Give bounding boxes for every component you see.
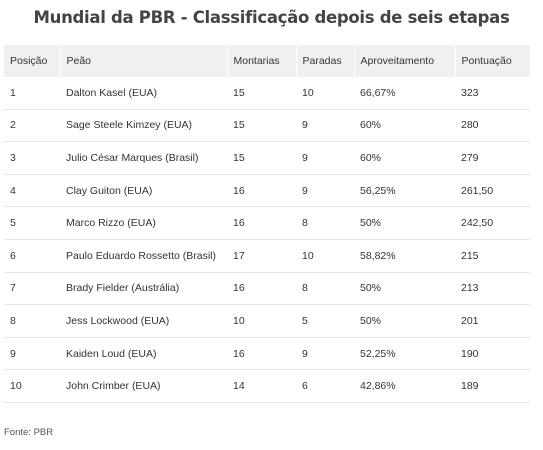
cell-rides: 16 — [227, 206, 296, 240]
cell-success-rate: 60% — [354, 109, 455, 143]
table-row: 3 Julio César Marques (Brasil) 15 9 60% … — [4, 141, 530, 175]
cell-position: 2 — [4, 109, 60, 143]
page-title: Mundial da PBR - Classificação depois de… — [33, 8, 510, 27]
cell-position: 10 — [4, 369, 60, 403]
cell-stops: 10 — [296, 239, 354, 273]
cell-rides: 15 — [227, 109, 296, 143]
cell-points: 280 — [455, 109, 530, 143]
cell-rides: 15 — [227, 77, 296, 110]
cell-rider: John Crimber (EUA) — [60, 369, 227, 403]
table-row: 8 Jess Lockwood (EUA) 10 5 50% 201 — [4, 304, 530, 338]
cell-stops: 10 — [296, 77, 354, 110]
cell-stops: 8 — [296, 272, 354, 306]
cell-success-rate: 50% — [354, 206, 455, 240]
cell-points: 201 — [455, 304, 530, 338]
column-header-rider: Peão — [60, 45, 228, 77]
cell-success-rate: 52,25% — [354, 337, 455, 371]
cell-position: 6 — [4, 239, 60, 273]
cell-rider: Jess Lockwood (EUA) — [60, 304, 227, 338]
cell-points: 261,50 — [455, 174, 530, 208]
table-row: 9 Kaiden Loud (EUA) 16 9 52,25% 190 — [4, 337, 530, 371]
cell-success-rate: 56,25% — [354, 174, 455, 208]
table-row: 10 John Crimber (EUA) 14 6 42,86% 189 — [4, 369, 530, 403]
cell-rider: Kaiden Loud (EUA) — [60, 337, 227, 371]
cell-points: 323 — [455, 77, 530, 110]
cell-points: 279 — [455, 141, 530, 175]
table-row: 4 Clay Guiton (EUA) 16 9 56,25% 261,50 — [4, 174, 530, 208]
cell-position: 9 — [4, 337, 60, 371]
cell-rides: 16 — [227, 272, 296, 306]
table-header-row: Posição Peão Montarias Paradas Aproveita… — [4, 45, 531, 77]
cell-rider: Julio César Marques (Brasil) — [60, 141, 227, 175]
cell-success-rate: 66,67% — [354, 77, 455, 110]
cell-stops: 5 — [296, 304, 354, 338]
cell-rides: 17 — [227, 239, 296, 273]
table-row: 1 Dalton Kasel (EUA) 15 10 66,67% 323 — [4, 77, 530, 110]
cell-stops: 6 — [296, 369, 354, 403]
table-row: 5 Marco Rizzo (EUA) 16 8 50% 242,50 — [4, 206, 530, 240]
cell-stops: 9 — [296, 174, 354, 208]
table-row: 2 Sage Steele Kimzey (EUA) 15 9 60% 280 — [4, 109, 530, 143]
cell-success-rate: 50% — [354, 304, 455, 338]
cell-rider: Marco Rizzo (EUA) — [60, 206, 227, 240]
cell-position: 5 — [4, 206, 60, 240]
cell-rides: 16 — [227, 337, 296, 371]
cell-position: 8 — [4, 304, 60, 338]
cell-position: 4 — [4, 174, 60, 208]
source-note: Fonte: PBR — [4, 427, 54, 438]
cell-rides: 10 — [227, 304, 296, 338]
cell-rider: Sage Steele Kimzey (EUA) — [60, 109, 227, 143]
cell-stops: 8 — [296, 206, 354, 240]
column-header-rides: Montarias — [227, 45, 297, 77]
cell-rides: 15 — [227, 141, 296, 175]
cell-points: 190 — [455, 337, 530, 371]
cell-rider: Brady Fielder (Austrália) — [60, 272, 227, 306]
cell-success-rate: 60% — [354, 141, 455, 175]
cell-position: 7 — [4, 272, 60, 306]
column-header-position: Posição — [4, 45, 61, 77]
cell-success-rate: 42,86% — [354, 369, 455, 403]
cell-stops: 9 — [296, 337, 354, 371]
cell-rides: 16 — [227, 174, 296, 208]
table-row: 6 Paulo Eduardo Rossetto (Brasil) 17 10 … — [4, 239, 530, 273]
cell-rider: Dalton Kasel (EUA) — [60, 77, 227, 110]
cell-points: 213 — [455, 272, 530, 306]
cell-position: 1 — [4, 77, 60, 110]
cell-points: 215 — [455, 239, 530, 273]
cell-rides: 14 — [227, 369, 296, 403]
cell-success-rate: 58,82% — [354, 239, 455, 273]
column-header-stops: Paradas — [296, 45, 355, 77]
cell-position: 3 — [4, 141, 60, 175]
cell-rider: Clay Guiton (EUA) — [60, 174, 227, 208]
table-row: 7 Brady Fielder (Austrália) 16 8 50% 213 — [4, 272, 530, 306]
column-header-success-rate: Aproveitamento — [354, 45, 456, 77]
ranking-table: Posição Peão Montarias Paradas Aproveita… — [4, 45, 531, 403]
cell-stops: 9 — [296, 141, 354, 175]
cell-stops: 9 — [296, 109, 354, 143]
cell-points: 189 — [455, 369, 530, 403]
column-header-points: Pontuação — [455, 45, 531, 77]
cell-points: 242,50 — [455, 206, 530, 240]
cell-rider: Paulo Eduardo Rossetto (Brasil) — [60, 239, 227, 273]
cell-success-rate: 50% — [354, 272, 455, 306]
